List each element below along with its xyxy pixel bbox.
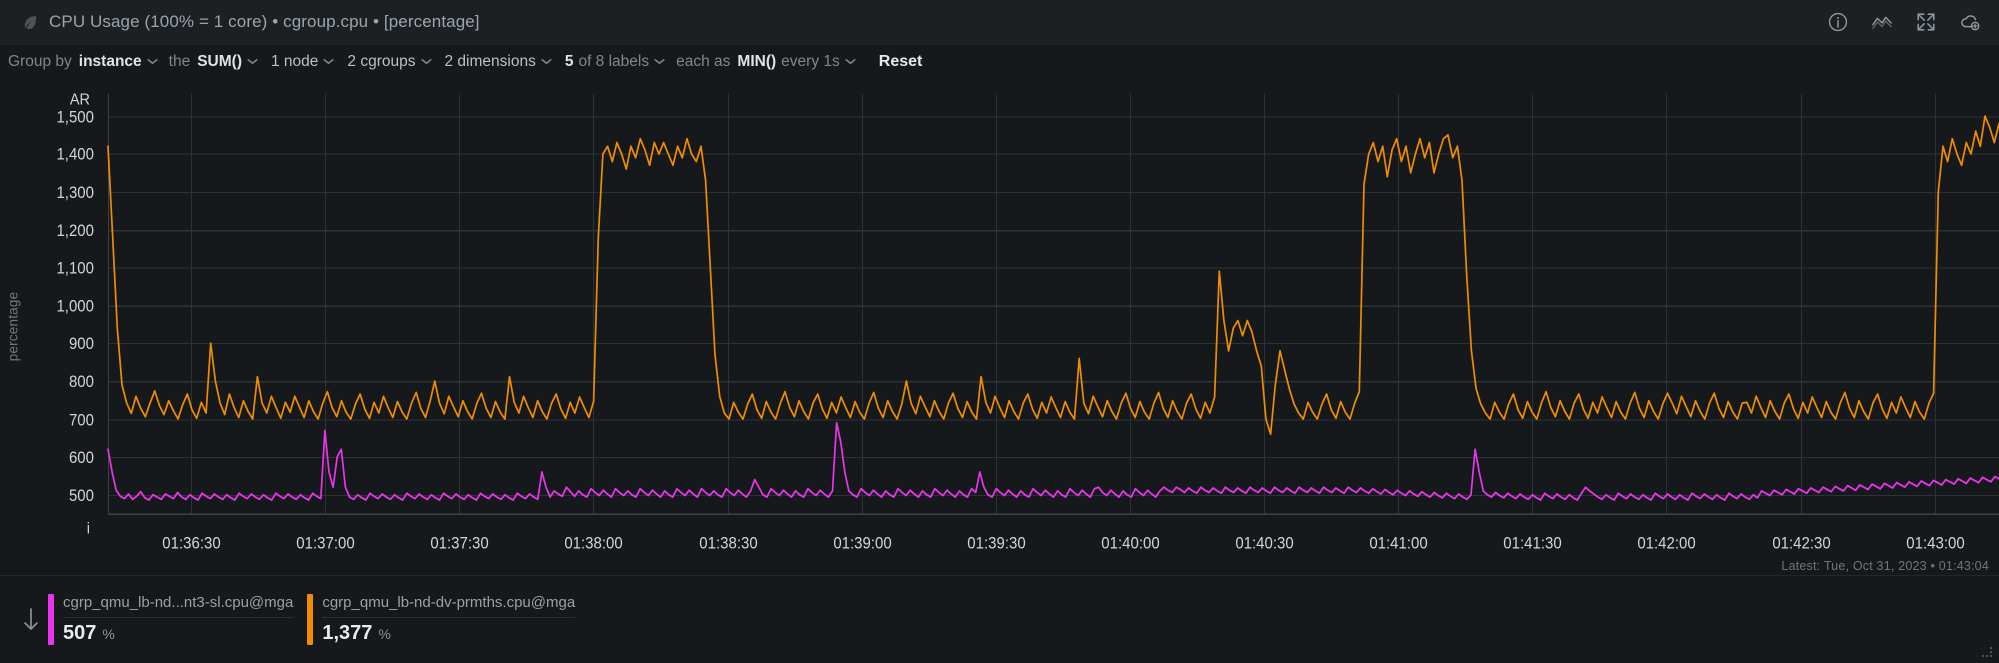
chevron-down-icon	[147, 59, 158, 64]
series-line	[107, 115, 1999, 436]
each-as-value: MIN()	[737, 52, 777, 70]
legend-value-row: 507%	[63, 622, 293, 645]
legend-value-unit: %	[378, 626, 391, 642]
y-tick-label: 500	[69, 488, 94, 506]
legend-value-row: 1,377%	[322, 622, 575, 645]
resize-grip-icon[interactable]	[1980, 645, 1994, 659]
chevron-down-icon	[845, 59, 856, 64]
the-label: the	[168, 52, 191, 70]
leaf-icon	[24, 15, 37, 29]
y-tick-label: 600	[69, 449, 94, 467]
dimensions-value: 2 dimensions	[444, 52, 536, 70]
legend-bar: cgrp_qmu_lb-nd...nt3-sl.cpu@mga 507% cgrp_…	[0, 575, 1999, 663]
y-unit-top: AR	[70, 91, 90, 109]
x-tick-label: 01:36:30	[162, 535, 221, 553]
group-by-dropdown[interactable]: instance	[77, 51, 160, 73]
y-tick-label: 1,100	[56, 260, 94, 278]
x-tick-label: 01:39:00	[833, 535, 892, 553]
legend-text-block: cgrp_qmu_lb-nd...nt3-sl.cpu@mga 507%	[63, 594, 294, 645]
legend-item[interactable]: cgrp_qmu_lb-nd-dv-prmths.cpu@mga 1,377%	[307, 594, 589, 645]
chevron-down-icon	[541, 59, 552, 64]
chevron-down-icon	[420, 59, 432, 64]
cgroups-dropdown[interactable]: 2 cgroups	[345, 51, 433, 73]
dimensions-dropdown[interactable]: 2 dimensions	[443, 51, 554, 73]
x-tick-label: 01:37:00	[296, 535, 355, 553]
y-tick-label: 800	[69, 374, 94, 392]
chart-title-wrap: CPU Usage (100% = 1 core) • cgroup.cpu •…	[22, 12, 1827, 32]
legend-value-unit: %	[102, 626, 115, 642]
y-tick-label: 700	[69, 412, 94, 430]
every-value: every 1s	[781, 52, 840, 70]
legend-item[interactable]: cgrp_qmu_lb-nd...nt3-sl.cpu@mga 507%	[48, 594, 307, 645]
legend-value-number: 1,377	[322, 622, 373, 644]
x-tick-label: 01:41:30	[1503, 535, 1562, 553]
x-tick-label: 01:40:30	[1235, 535, 1294, 553]
y-tick-label: 1,200	[56, 223, 94, 241]
x-tick-label: 01:40:00	[1101, 535, 1160, 553]
page-title: CPU Usage (100% = 1 core) • cgroup.cpu •…	[49, 12, 480, 31]
trend-chart-icon[interactable]	[1871, 11, 1893, 33]
legend-series-name: cgrp_qmu_lb-nd-dv-prmths.cpu@mga	[322, 594, 576, 618]
chevron-down-icon	[323, 59, 335, 64]
x-tick-label: 01:42:30	[1772, 535, 1831, 553]
y-tick-label: 1,000	[56, 298, 94, 316]
aggregation-value: SUM()	[197, 52, 242, 70]
latest-value: Tue, Oct 31, 2023 • 01:43:04	[1823, 559, 1989, 573]
header-icon-group	[1827, 11, 1981, 33]
legend-color-swatch	[307, 594, 314, 645]
nodes-value: 1 node	[271, 52, 319, 70]
y-tick-label: 1,500	[56, 109, 94, 127]
reset-button[interactable]: Reset	[878, 52, 923, 70]
x-tick-label: 01:37:30	[430, 535, 489, 553]
latest-label: Latest:	[1781, 559, 1821, 573]
x-tick-label: 01:41:00	[1369, 535, 1428, 553]
add-to-dashboard-icon[interactable]	[1959, 11, 1981, 33]
plot-region[interactable]: percentage AR i 1,500 1,400 1,300 1,200 1,100 1…	[0, 78, 1999, 575]
y-unit-bottom: i	[87, 520, 90, 538]
each-as-label: each as	[676, 52, 731, 70]
legend-text-block: cgrp_qmu_lb-nd-dv-prmths.cpu@mga 1,377%	[322, 594, 576, 645]
y-tick-label: 900	[69, 335, 94, 353]
labels-suffix: of 8 labels	[578, 52, 650, 70]
group-by-value: instance	[78, 52, 142, 70]
x-tick-label: 01:42:00	[1637, 535, 1696, 553]
chart-header: CPU Usage (100% = 1 core) • cgroup.cpu •…	[0, 0, 1999, 45]
y-tick-label: 1,300	[56, 184, 94, 202]
group-by-label: Group by	[8, 52, 72, 70]
x-tick-label: 01:43:00	[1906, 535, 1965, 553]
fullscreen-expand-icon[interactable]	[1915, 11, 1937, 33]
legend-item-list: cgrp_qmu_lb-nd...nt3-sl.cpu@mga 507% cgrp_…	[48, 594, 589, 645]
legend-color-swatch	[48, 594, 54, 645]
aggregation-toolbar: Group by instance the SUM() 1 node 2 cgr…	[0, 45, 1999, 78]
nodes-dropdown[interactable]: 1 node	[269, 51, 336, 73]
aggregation-dropdown[interactable]: SUM()	[195, 51, 260, 73]
chevron-down-icon	[247, 59, 258, 64]
x-tick-label: 01:39:30	[967, 535, 1026, 553]
x-tick-label: 01:38:30	[699, 535, 758, 553]
legend-series-name: cgrp_qmu_lb-nd...nt3-sl.cpu@mga	[63, 594, 294, 618]
cgroups-value: 2 cgroups	[347, 52, 416, 70]
info-icon[interactable]	[1827, 11, 1849, 33]
labels-dropdown[interactable]: 5 of 8 labels	[563, 51, 667, 73]
time-series-plot[interactable]: AR i 1,500 1,400 1,300 1,200 1,100 1,000 900 800 7…	[0, 78, 1999, 575]
y-tick-label: 1,400	[56, 146, 94, 164]
x-tick-label: 01:38:00	[564, 535, 623, 553]
scroll-down-arrow-icon[interactable]	[14, 607, 48, 633]
labels-count: 5	[564, 52, 574, 70]
series-line	[107, 421, 1999, 501]
chevron-down-icon	[654, 59, 665, 64]
legend-value-number: 507	[63, 622, 97, 644]
latest-timestamp: Latest: Tue, Oct 31, 2023 • 01:43:04	[1781, 559, 1989, 573]
each-as-dropdown[interactable]: MIN() every 1s	[735, 51, 857, 73]
